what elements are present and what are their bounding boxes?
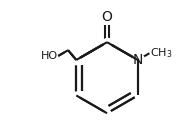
Text: N: N bbox=[133, 53, 143, 67]
Text: O: O bbox=[102, 10, 113, 24]
Text: HO: HO bbox=[41, 51, 58, 61]
Text: CH$_3$: CH$_3$ bbox=[150, 46, 173, 60]
